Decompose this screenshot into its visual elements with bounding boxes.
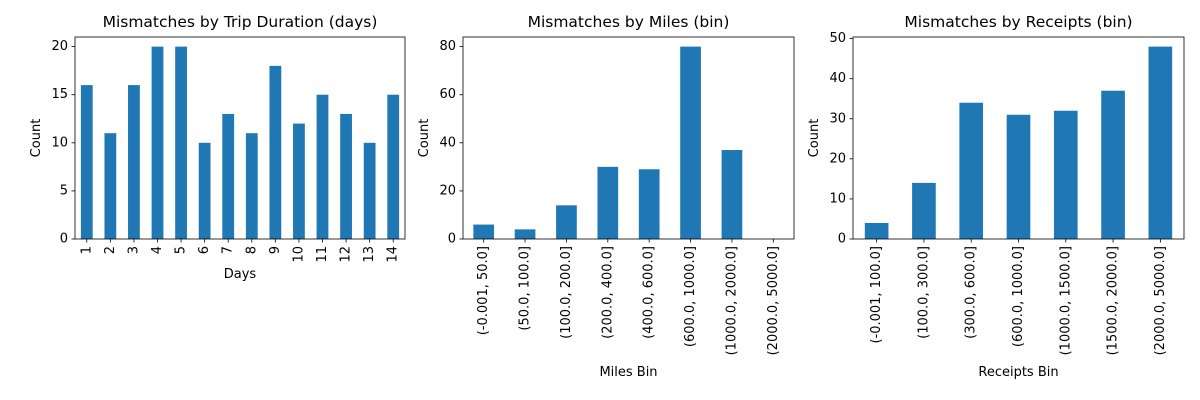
y-tick-label: 10 <box>51 135 68 150</box>
x-tick-label: 5 <box>174 246 189 254</box>
x-tick-label: 7 <box>221 246 236 254</box>
bar-8 <box>245 133 258 239</box>
x-tick-label: (-0.001, 100.0] <box>869 246 884 344</box>
bar-7 <box>222 113 235 239</box>
y-axis-label: Count <box>807 119 822 158</box>
x-tick-label: (100.0, 300.0] <box>916 246 931 339</box>
bar-(-0.001, 100.0] <box>864 222 889 239</box>
bar-9 <box>269 65 282 239</box>
axes-frame <box>462 36 795 240</box>
chart-title: Mismatches by Trip Duration (days) <box>103 13 378 31</box>
bar-(300.0, 600.0] <box>959 102 984 239</box>
x-tick-label: 12 <box>339 246 354 263</box>
y-tick-label: 20 <box>829 151 846 166</box>
x-tick-label: 2 <box>103 246 118 254</box>
x-tick-label: (600.0, 1000.0] <box>683 246 698 347</box>
y-tick-label: 80 <box>439 39 456 54</box>
x-tick-label: 1 <box>79 246 94 254</box>
y-tick-label: 0 <box>838 232 846 247</box>
y-tick-label: 0 <box>60 232 68 247</box>
y-tick-label: 60 <box>439 87 456 102</box>
x-tick-label: (200.0, 400.0] <box>600 246 615 339</box>
y-tick-label: 40 <box>439 135 456 150</box>
bar-(1000.0, 1500.0] <box>1053 110 1078 239</box>
bar-(2000.0, 5000.0] <box>1148 46 1173 239</box>
y-tick-label: 50 <box>829 31 846 46</box>
bar-1 <box>80 85 93 239</box>
y-tick-label: 40 <box>829 71 846 86</box>
bar-13 <box>363 142 376 239</box>
bar-(400.0, 600.0] <box>638 169 660 239</box>
x-tick-label: (1000.0, 2000.0] <box>724 246 739 355</box>
x-tick-label: (50.0, 100.0] <box>518 246 533 331</box>
y-tick-label: 20 <box>439 183 456 198</box>
x-tick-label: (100.0, 200.0] <box>559 246 574 339</box>
x-tick-label: (2000.0, 5000.0] <box>1153 246 1168 355</box>
bar-6 <box>198 142 211 239</box>
bar-5 <box>175 46 187 239</box>
x-tick-label: 13 <box>362 246 377 263</box>
bar-3 <box>128 85 140 239</box>
y-tick-label: 5 <box>60 183 68 198</box>
x-tick-label: 4 <box>150 246 165 254</box>
x-tick-label: 14 <box>386 246 401 263</box>
chart-panel-2: 0 20 40 60 80 (-0.001, 50.0] (50.0, 100.0] (100… <box>417 13 795 380</box>
y-axis-label: Count <box>417 119 432 158</box>
x-tick-label: (1500.0, 2000.0] <box>1106 246 1121 355</box>
chart-panel-3: 0 10 20 30 40 50 (-0.001, 100.0] (100.0, 300.0]… <box>807 13 1185 380</box>
x-tick-label: 9 <box>268 246 283 254</box>
bar-10 <box>293 123 305 239</box>
bar-(200.0, 400.0] <box>597 166 619 239</box>
bar-(1500.0, 2000.0] <box>1101 90 1125 239</box>
x-axis-label: Days <box>224 267 257 282</box>
x-tick-label: (1000.0, 1500.0] <box>1058 246 1073 355</box>
bar-12 <box>340 113 352 239</box>
bar-(50.0, 100.0] <box>514 229 536 239</box>
bar-(600.0, 1000.0] <box>680 46 701 239</box>
axes-frame <box>74 36 406 240</box>
x-tick-label: (300.0, 600.0] <box>964 246 979 339</box>
x-axis-label: Miles Bin <box>599 365 657 380</box>
y-axis-label: Count <box>29 119 44 158</box>
y-tick-label: 15 <box>51 87 68 102</box>
bar-(1000.0, 2000.0] <box>721 150 743 239</box>
bar-(100.0, 200.0] <box>556 205 577 239</box>
x-tick-label: 8 <box>244 246 259 254</box>
y-tick-label: 10 <box>829 191 846 206</box>
chart-title: Mismatches by Receipts (bin) <box>904 13 1132 31</box>
bar-2 <box>104 133 117 239</box>
x-tick-label: 6 <box>197 246 212 254</box>
y-tick-label: 30 <box>829 111 846 126</box>
y-tick-label: 20 <box>51 39 68 54</box>
x-tick-label: 10 <box>291 246 306 263</box>
x-tick-label: (600.0, 1000.0] <box>1011 246 1026 347</box>
bar-(600.0, 1000.0] <box>1006 114 1031 239</box>
bar-(100.0, 300.0] <box>912 182 936 239</box>
bar-11 <box>316 94 329 239</box>
chart-title: Mismatches by Miles (bin) <box>528 13 730 31</box>
x-tick-label: (-0.001, 50.0] <box>476 246 491 335</box>
x-tick-label: 3 <box>126 246 141 254</box>
bar-4 <box>151 46 164 239</box>
bar-14 <box>387 94 400 239</box>
x-tick-label: (2000.0, 5000.0] <box>766 246 781 355</box>
bar-(-0.001, 50.0] <box>473 224 495 239</box>
x-tick-label: (400.0, 600.0] <box>642 246 657 339</box>
y-tick-label: 0 <box>448 232 456 247</box>
x-axis-label: Receipts Bin <box>978 365 1058 380</box>
x-tick-label: 11 <box>315 246 330 263</box>
